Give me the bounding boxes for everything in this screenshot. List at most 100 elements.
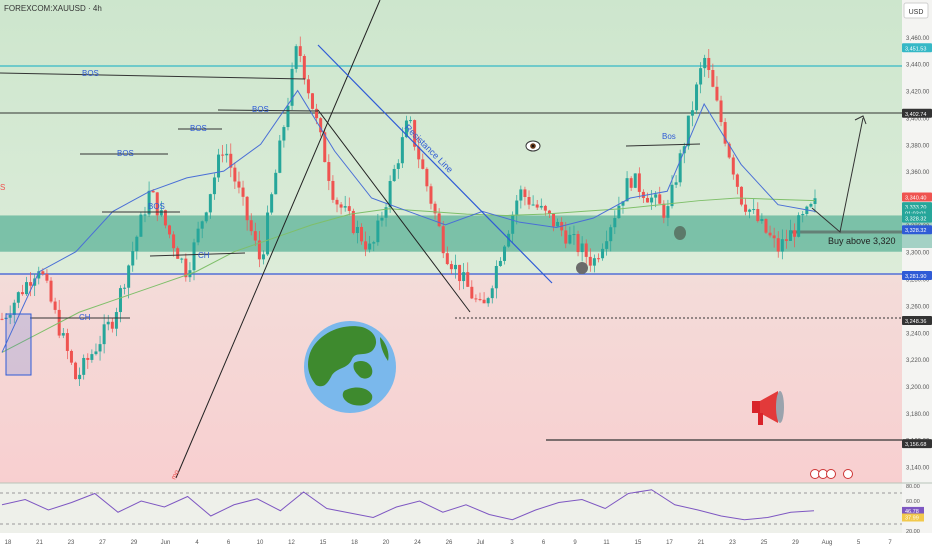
candle-body <box>351 210 355 234</box>
candle-body <box>629 178 633 188</box>
ch-line-1 <box>149 252 246 257</box>
time-axis[interactable]: 18 21 23 27 29 Jun 4 6 10 12 15 18 20 24 26 Jul 3 6 9 11 15 1… <box>5 540 893 546</box>
candle-body <box>74 362 78 380</box>
candle-body <box>539 205 543 208</box>
candle-body <box>139 214 143 237</box>
bos-label-6: Bos <box>662 132 676 141</box>
candle-body <box>98 344 102 352</box>
eye-icon <box>525 140 541 152</box>
candle-body <box>503 246 507 261</box>
candle-body <box>364 241 368 250</box>
time-tick-label: 17 <box>666 540 673 546</box>
time-tick-label: 21 <box>698 540 705 546</box>
candle-body <box>396 163 400 169</box>
candle-body <box>241 187 245 197</box>
candle-body <box>588 256 592 266</box>
candle-body <box>809 203 813 207</box>
price-tick-label: 3,360.00 <box>906 170 930 176</box>
candle-body <box>744 204 748 212</box>
time-tick-label: Jul <box>477 540 485 546</box>
wedge-lower-line <box>317 109 471 313</box>
candle-body <box>535 204 539 208</box>
candle-body <box>409 120 413 122</box>
price-tick-label: 3,140.00 <box>906 466 930 472</box>
price-tick-label: 3,400.00 <box>906 116 930 122</box>
candle-body <box>0 318 4 320</box>
candle-body <box>118 288 122 313</box>
candle-body <box>417 146 421 160</box>
candle-body <box>78 374 82 380</box>
candle-body <box>135 236 139 252</box>
rsi-value-label: 37.99 <box>905 516 919 522</box>
candle-body <box>772 235 776 239</box>
projected-path <box>811 117 864 233</box>
candle-body <box>315 108 319 119</box>
candle-body <box>596 258 600 260</box>
candle-body <box>760 219 764 222</box>
time-tick-label: 15 <box>320 540 327 546</box>
candle-body <box>53 301 57 310</box>
candle-body <box>453 264 457 270</box>
candle-body <box>568 234 572 244</box>
price-level-tag <box>902 213 932 223</box>
candle-body <box>797 215 801 237</box>
candle-body <box>650 197 654 203</box>
candle-body <box>658 194 662 204</box>
candle-body <box>462 272 466 282</box>
candle-body <box>20 292 24 295</box>
bos-label-2: BOS <box>252 105 269 114</box>
swing-low-marker-1 <box>576 262 588 274</box>
candle-body <box>49 280 53 302</box>
candle-body <box>437 213 441 227</box>
price-level-tags: 3,451.533,402.743,340.403,333.2001:03:01… <box>902 43 932 449</box>
candle-body <box>748 209 752 212</box>
time-tick-label: 23 <box>68 540 75 546</box>
time-tick-label: 20 <box>383 540 390 546</box>
time-tick-label: 12 <box>288 540 295 546</box>
candle-body <box>666 206 670 218</box>
rsi-value-label: 46.78 <box>905 509 919 515</box>
price-tick-label: 3,440.00 <box>906 63 930 69</box>
candle-body <box>310 93 314 109</box>
currency-label: USD <box>909 9 924 16</box>
price-tick-label: 3,240.00 <box>906 331 930 337</box>
candle-body <box>200 221 204 229</box>
candle-body <box>106 321 110 325</box>
candle-body <box>641 191 645 198</box>
candle-body <box>433 203 437 214</box>
candle-body <box>65 333 69 351</box>
price-level-tag-label: 3,328.32 <box>905 228 926 234</box>
candle-body <box>168 225 172 235</box>
time-tick-label: 23 <box>729 540 736 546</box>
time-tick-label: Aug <box>822 540 833 546</box>
candle-body <box>110 321 114 329</box>
candle-body <box>123 287 127 289</box>
candle-body <box>282 127 286 141</box>
candle-body <box>580 243 584 253</box>
candle-body <box>184 258 188 278</box>
candle-body <box>592 258 596 266</box>
candle-body <box>180 258 184 260</box>
candle-body <box>372 242 376 244</box>
candle-body <box>727 143 731 158</box>
event-flags[interactable] <box>810 469 853 479</box>
candle-body <box>102 324 106 345</box>
candle-body <box>486 298 490 304</box>
time-tick-label: 3 <box>510 540 514 546</box>
currency-badge[interactable] <box>903 2 929 19</box>
candle-body <box>196 228 200 243</box>
time-tick-label: 25 <box>761 540 768 546</box>
time-tick-label: 5 <box>857 540 861 546</box>
candle-body <box>752 209 756 211</box>
ch-label-1: CH <box>198 251 210 260</box>
candle-body <box>204 212 208 222</box>
price-level-tag-label: 3,402.74 <box>905 112 926 118</box>
candle-body <box>82 357 86 375</box>
time-tick-label: 18 <box>351 540 358 546</box>
price-level-tag-label: 3,328.32 <box>905 217 926 223</box>
projected-arrow-head <box>854 115 867 125</box>
time-tick-label: 15 <box>635 540 642 546</box>
candle-body <box>576 234 580 253</box>
